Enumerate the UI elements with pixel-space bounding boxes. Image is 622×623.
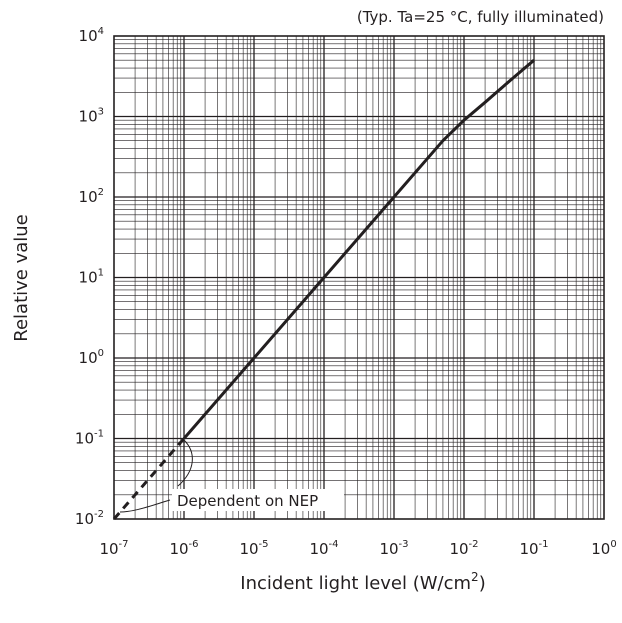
y-tick-label: 10-1 (75, 429, 104, 448)
x-tick-label: 10-1 (519, 539, 548, 558)
plot-frame (113, 35, 605, 520)
y-tick-base: 10 (79, 188, 98, 206)
x-tick-label: 10-2 (449, 539, 478, 558)
annotation-bracket-upper (177, 439, 193, 487)
x-tick-base: 10 (519, 540, 538, 558)
y-tick-label: 102 (79, 187, 104, 206)
y-tick-base: 10 (75, 510, 94, 528)
y-axis-title: Relative value (11, 214, 32, 341)
x-tick-label: 10-3 (379, 539, 408, 558)
y-tick-label: 101 (79, 268, 104, 287)
major-gridlines (114, 36, 604, 519)
y-tick-label: 10-2 (75, 509, 104, 528)
x-tick-exponent: -4 (329, 539, 339, 550)
series-line-solid (182, 59, 535, 440)
y-tick-base: 10 (79, 27, 98, 45)
x-tick-base: 10 (239, 540, 258, 558)
x-axis-title-sup: 2 (471, 570, 479, 584)
series-line-dashed (112, 437, 186, 520)
y-tick-exponent: 1 (98, 268, 104, 279)
x-tick-label: 10-6 (169, 539, 198, 558)
x-tick-exponent: 0 (610, 539, 616, 550)
x-tick-base: 10 (379, 540, 398, 558)
y-tick-exponent: 0 (98, 348, 104, 359)
annotation-label-background (172, 489, 344, 511)
x-tick-exponent: -7 (119, 539, 129, 550)
x-tick-exponent: -2 (469, 539, 479, 550)
x-tick-base: 10 (449, 540, 468, 558)
x-tick-label: 10-7 (99, 539, 128, 558)
x-tick-base: 10 (99, 540, 118, 558)
y-tick-base: 10 (79, 269, 98, 287)
y-tick-exponent: -2 (94, 509, 104, 520)
y-tick-base: 10 (79, 108, 98, 126)
x-tick-label: 100 (591, 539, 616, 558)
x-tick-label: 10-4 (309, 539, 338, 558)
x-tick-exponent: -3 (399, 539, 409, 550)
y-tick-base: 10 (79, 349, 98, 367)
annotation-dependent-on-nep: Dependent on NEP (177, 492, 318, 510)
y-tick-exponent: 2 (98, 187, 104, 198)
series-layer (112, 59, 535, 520)
condition-note: (Typ. Ta=25 °C, fully illuminated) (357, 8, 604, 26)
x-tick-exponent: -1 (539, 539, 549, 550)
x-tick-base: 10 (309, 540, 328, 558)
annotation-bracket-lower (119, 499, 171, 513)
x-axis-title-main: Incident light level (W/cm (240, 573, 471, 594)
y-tick-label: 100 (79, 348, 104, 367)
y-tick-exponent: 3 (98, 107, 104, 118)
y-tick-base: 10 (75, 430, 94, 448)
x-tick-base: 10 (591, 540, 610, 558)
y-tick-exponent: 4 (98, 26, 104, 37)
y-tick-exponent: -1 (94, 429, 104, 440)
x-tick-labels: 10-7 10-6 10-5 10-4 10-3 10-2 10-1 100 (99, 539, 616, 558)
x-tick-exponent: -6 (189, 539, 199, 550)
y-tick-label: 103 (79, 107, 104, 126)
y-tick-label: 104 (79, 26, 104, 45)
annotation-layer: Dependent on NEP (119, 439, 344, 513)
x-tick-base: 10 (169, 540, 188, 558)
x-tick-exponent: -5 (259, 539, 269, 550)
x-axis-title: Incident light level (W/cm2) (240, 570, 485, 594)
x-axis-title-suffix: ) (479, 573, 486, 594)
x-tick-label: 10-5 (239, 539, 268, 558)
